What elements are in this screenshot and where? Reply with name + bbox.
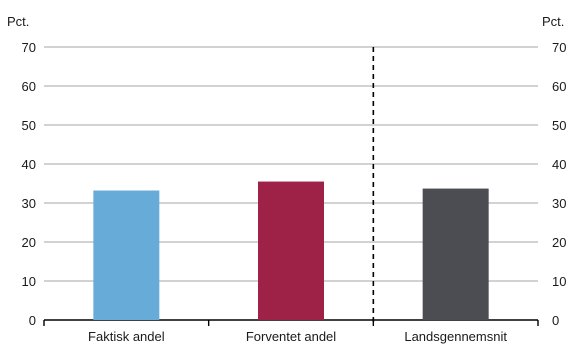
right-axis-unit: Pct. [542,14,564,29]
right-y-tick-label: 20 [552,235,566,250]
left-y-tick-label: 30 [22,196,36,211]
right-y-tick-label: 40 [552,157,566,172]
left-y-tick-label: 0 [29,313,36,328]
right-y-tick-label: 50 [552,118,566,133]
left-y-tick-label: 40 [22,157,36,172]
axis-ticks: 0 0 10 10 20 20 30 30 40 40 50 50 60 60 70 70 [22,40,567,328]
bar-2 [258,181,324,320]
category-label: Landsgennemsnit [404,329,507,344]
left-y-tick-label: 70 [22,40,36,55]
category-labels: Faktisk andel Forventet andel Landsgennems… [88,329,507,344]
left-y-tick-label: 60 [22,79,36,94]
bar-1 [93,190,160,320]
right-y-tick-label: 30 [552,196,566,211]
bars [93,181,489,320]
left-y-tick-label: 50 [22,118,36,133]
left-y-tick-label: 10 [22,274,36,289]
bar-3 [422,188,489,320]
right-y-tick-label: 70 [552,40,566,55]
right-y-tick-label: 10 [552,274,566,289]
right-y-tick-label: 0 [552,313,559,328]
left-axis-unit: Pct. [7,14,29,29]
category-label: Faktisk andel [88,329,165,344]
right-y-tick-label: 60 [552,79,566,94]
left-y-tick-label: 20 [22,235,36,250]
category-label: Forventet andel [246,329,336,344]
